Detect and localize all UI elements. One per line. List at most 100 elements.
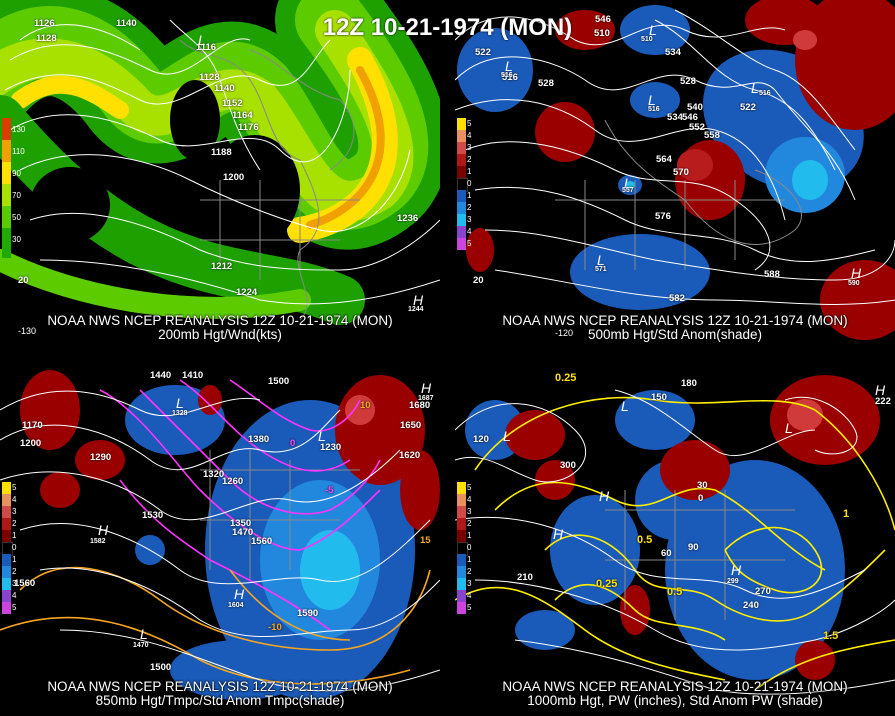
contour-label: 1440: [150, 370, 172, 381]
map-200mb: -130: [0, 0, 440, 336]
anomaly-shading: [20, 370, 440, 700]
anomaly-shading: [457, 0, 895, 340]
contour-label: 1530: [142, 510, 164, 521]
height-contours: [455, 9, 895, 305]
legend-swatch: [2, 228, 11, 258]
low-value: 1328: [172, 410, 188, 417]
contour-label: 522: [740, 102, 756, 113]
contour-label: 1224: [236, 287, 258, 298]
contour-label: 1164: [232, 110, 253, 121]
pw-label: 1: [843, 508, 850, 520]
contour-label: 60: [661, 548, 672, 559]
caption-500mb: NOAA NWS NCEP REANALYSIS 12Z 10-21-1974 …: [455, 314, 895, 342]
legend-200mb: 130 110 90 70 50 30: [2, 118, 32, 258]
low-marker: L: [505, 58, 513, 74]
pw-contours: [455, 396, 895, 691]
contour-label: 1152: [222, 98, 243, 109]
contour-label: 1170: [22, 420, 43, 431]
legend-label: 90: [12, 169, 21, 178]
high-marker: H: [413, 292, 424, 308]
coastlines: [605, 490, 795, 620]
contour-label: 1200: [223, 172, 245, 183]
contour-label: 1140: [214, 83, 235, 94]
low-value: 516: [759, 90, 771, 97]
contour-label: 300: [560, 460, 576, 471]
coastlines: [200, 450, 360, 580]
panel-500mb: -120 5 4 3 2 1 0 1 2 3 4 5 522 516 528 5…: [455, 0, 895, 342]
contour-label: 180: [681, 378, 697, 389]
contour-label: 582: [669, 293, 685, 304]
caption-line2: 500mb Hgt/Std Anom(shade): [587, 327, 763, 342]
low-marker: L: [648, 92, 656, 108]
caption-line2: 850mb Hgt/Tmpc/Std Anom Tmpc(shade): [95, 693, 345, 708]
low-marker: L: [751, 80, 759, 96]
contour-label: 1212: [211, 261, 233, 272]
contour-label: 1560: [14, 578, 36, 589]
contour-label: 1350: [230, 518, 252, 529]
contour-label: 1230: [320, 442, 342, 453]
low-marker: L: [176, 395, 184, 411]
high-marker: H: [553, 526, 564, 542]
high-marker: H: [731, 562, 742, 578]
high-value: 1604: [228, 602, 244, 609]
contour-label: 528: [538, 78, 554, 89]
low-marker: L: [624, 175, 632, 191]
legend-swatch: [2, 118, 11, 140]
caption-line1: NOAA NWS NCEP REANALYSIS 12Z 10-21-1974 …: [47, 679, 393, 694]
contour-label: 1620: [399, 450, 421, 461]
lat-label: 20: [473, 275, 484, 286]
coastlines: [555, 119, 802, 270]
legend-swatch: [2, 162, 11, 184]
contour-label: 240: [743, 600, 759, 611]
contour-label: 564: [656, 154, 672, 165]
contour-label: 570: [673, 167, 689, 178]
anomaly-shading: [465, 375, 880, 680]
coastlines: [179, 39, 360, 321]
map-1000mb: [455, 375, 895, 695]
temp-label: -5: [325, 485, 334, 496]
contour-label: 510: [594, 28, 610, 39]
legend-swatch: [2, 206, 11, 228]
temp-label: 10: [360, 400, 371, 411]
contour-label: 1590: [297, 608, 319, 619]
contour-label: 522: [475, 47, 491, 58]
contour-label: 1176: [238, 122, 259, 133]
contour-label: 1200: [20, 438, 42, 449]
high-value: 1244: [408, 306, 424, 313]
legend-500mb: 5 4 3 2 1 0 1 2 3 4 5: [457, 118, 487, 258]
contour-label: 1320: [203, 469, 225, 480]
caption-line1: NOAA NWS NCEP REANALYSIS 12Z 10-21-1974 …: [47, 313, 393, 328]
low-marker: L: [649, 22, 657, 38]
caption-line1: NOAA NWS NCEP REANALYSIS 12Z 10-21-1974 …: [502, 313, 848, 328]
lon-label: -130: [18, 326, 36, 336]
pw-label: 0.5: [637, 534, 653, 546]
high-value: 590: [848, 280, 860, 287]
contour-label: 558: [704, 130, 720, 141]
high-marker: H: [421, 380, 432, 396]
contour-label: 270: [755, 586, 771, 597]
caption-line2: 200mb Hgt/Wnd(kts): [158, 327, 282, 342]
caption-850mb: NOAA NWS NCEP REANALYSIS 12Z 10-21-1974 …: [0, 680, 440, 708]
low-marker: L: [785, 420, 793, 436]
low-value: 516: [501, 72, 513, 79]
legend-swatch: [2, 184, 11, 206]
contour-label: 576: [655, 211, 671, 222]
contour-label: 1680: [409, 400, 431, 411]
contour-label: 546: [595, 14, 611, 25]
panel-850mb: 5 4 3 2 1 0 1 2 3 4 5 1440 1410 1500 138…: [0, 370, 440, 716]
low-marker: L: [140, 626, 148, 642]
contour-label: 150: [651, 392, 667, 403]
contour-label: 1116: [196, 42, 217, 53]
height-contours: [455, 389, 895, 695]
contour-label: 1380: [248, 434, 270, 445]
legend-swatch: [2, 140, 11, 162]
contour-label: 1128: [36, 33, 57, 44]
contour-label: 1140: [116, 18, 137, 29]
caption-1000mb: NOAA NWS NCEP REANALYSIS 12Z 10-21-1974 …: [455, 680, 895, 708]
panel-200mb: -130 130 110 90 70 50 30 1126 1140 1128 …: [0, 0, 440, 342]
legend-label: 30: [12, 235, 21, 244]
contour-label: 552: [689, 122, 705, 133]
high-value: 299: [727, 578, 739, 585]
low-value: 510: [641, 36, 653, 43]
legend-label: 110: [12, 147, 25, 156]
